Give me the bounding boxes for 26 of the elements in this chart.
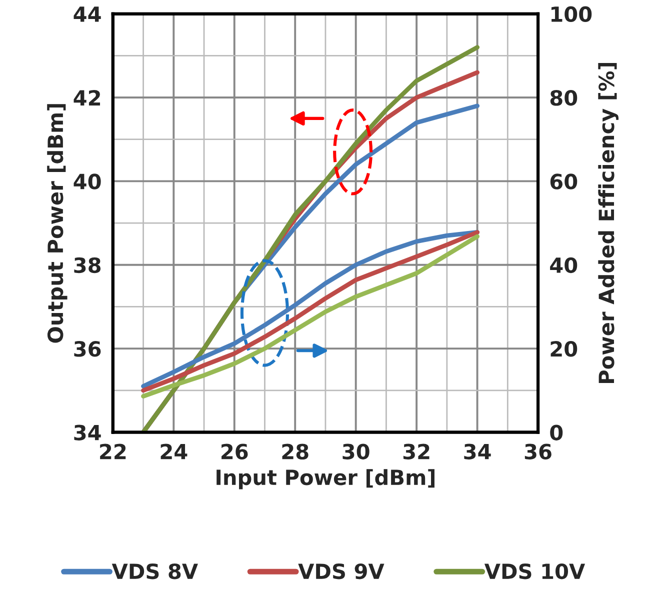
x-tick-label: 34 <box>464 444 491 460</box>
x-tick-label: 30 <box>342 444 370 460</box>
y2-tick-label: 0 <box>550 424 563 440</box>
y-axis-title: Output Power [dBm] <box>47 104 68 343</box>
y-tick-label: 38 <box>74 257 101 274</box>
y2-tick-label: 80 <box>550 90 578 106</box>
y2-tick-label: 60 <box>550 174 578 190</box>
y2-tick-label: 20 <box>550 341 578 357</box>
y-tick-label: 34 <box>74 424 101 440</box>
y-tick-label: 44 <box>74 6 101 22</box>
legend-label: VDS 8V <box>112 563 198 580</box>
x-tick-label: 32 <box>403 444 430 460</box>
y2-tick-label: 100 <box>551 6 592 22</box>
y-tick-label: 40 <box>74 174 101 190</box>
y-tick-label: 36 <box>74 341 101 357</box>
y2-tick-label: 40 <box>550 257 578 274</box>
x-tick-label: 28 <box>282 444 308 460</box>
y-tick-label: 42 <box>74 90 100 106</box>
legend-label: VDS 10V <box>484 563 586 580</box>
x-tick-label: 36 <box>524 444 552 460</box>
x-tick-label: 24 <box>160 444 188 460</box>
x-tick-label: 22 <box>100 444 126 460</box>
legend-label: VDS 9V <box>298 563 384 580</box>
x-tick-label: 26 <box>222 444 248 460</box>
y2-axis-title: Power Added Efficiency [%] <box>598 62 618 384</box>
x-axis-title: Input Power [dBm] <box>216 469 434 490</box>
